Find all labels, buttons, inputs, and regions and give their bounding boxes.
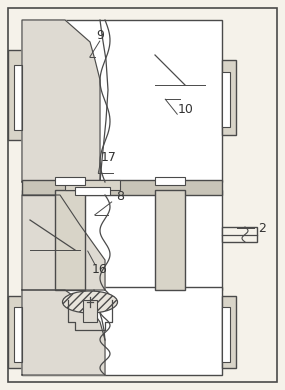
Bar [22,180,222,195]
Bar [83,300,97,322]
Bar [22,190,222,290]
Bar [55,177,85,185]
Text: 16: 16 [92,262,108,276]
Polygon shape [22,195,105,290]
Bar [8,296,22,368]
Bar [222,60,236,135]
Bar [222,227,257,242]
Text: 8: 8 [116,190,124,204]
Bar [222,307,230,362]
Polygon shape [22,290,105,375]
Bar [222,296,236,368]
Bar [222,72,230,127]
Text: 2: 2 [258,222,266,235]
Bar [75,187,110,195]
Bar [22,20,222,182]
Text: 17: 17 [100,151,116,165]
Text: 9: 9 [96,28,104,42]
Bar [8,50,22,140]
Bar [55,190,85,290]
Bar [155,190,185,290]
Text: 10: 10 [177,103,193,116]
Bar [22,287,222,375]
Bar [65,180,120,190]
Ellipse shape [62,291,117,313]
Polygon shape [22,20,100,182]
Bar [14,65,22,130]
Bar [155,177,185,185]
Bar [14,307,22,362]
